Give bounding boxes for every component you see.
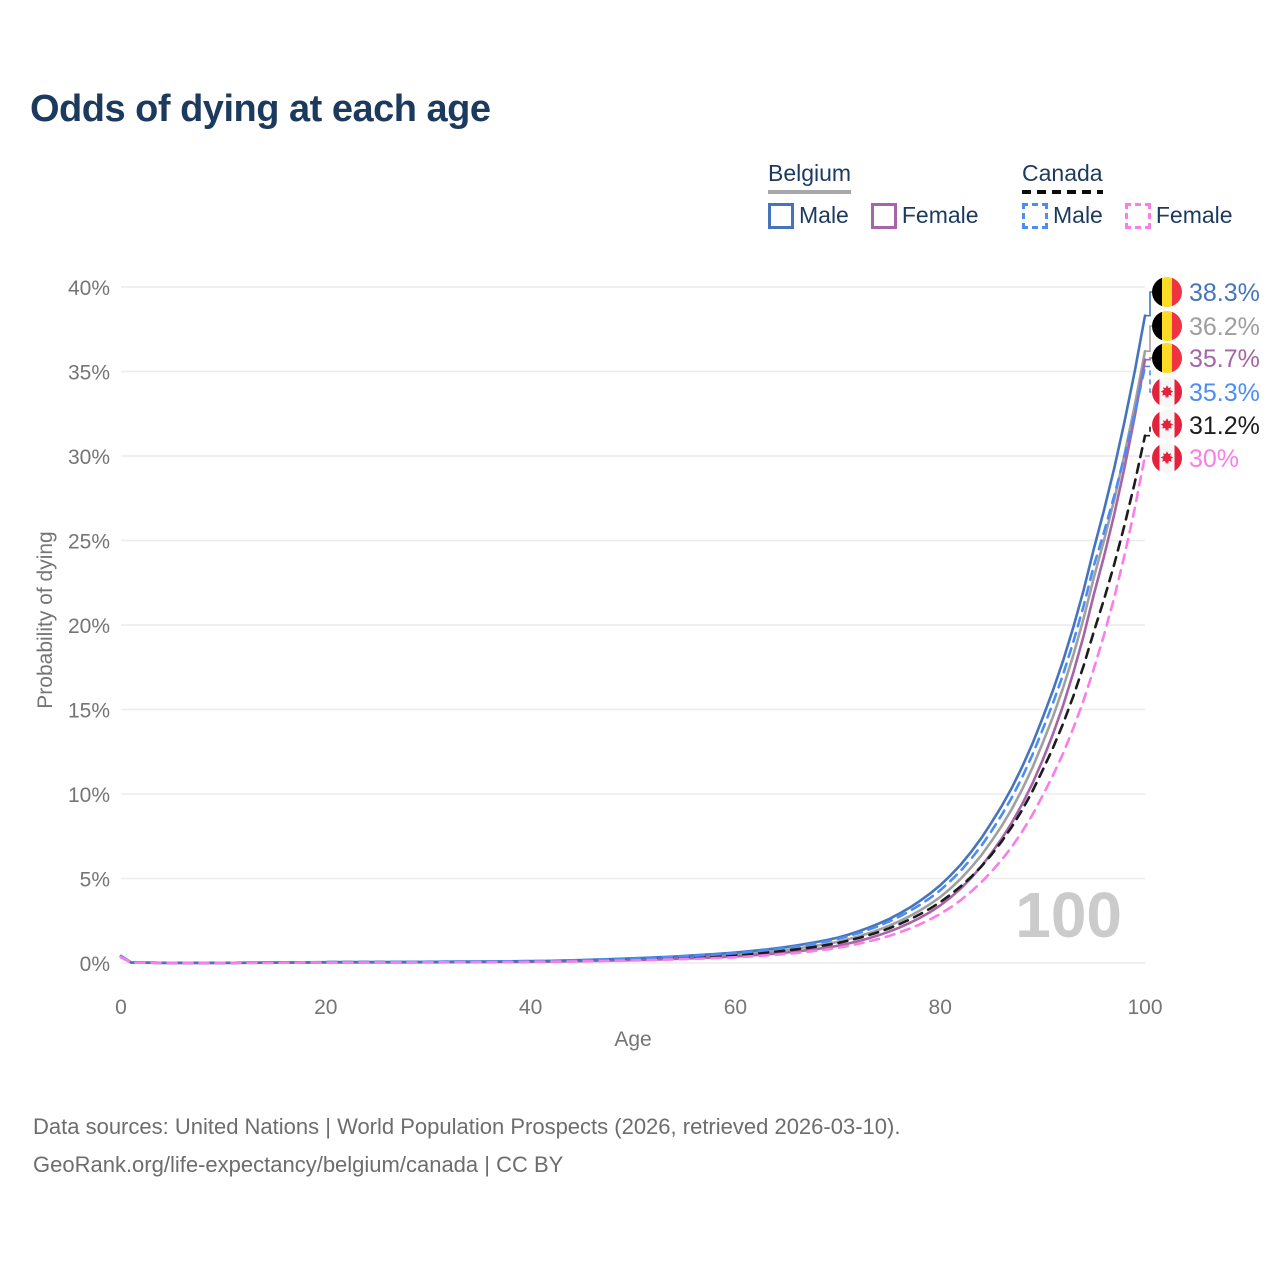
end-value-label: 31.2% bbox=[1189, 412, 1260, 440]
legend-item-canada-female[interactable]: Female bbox=[1124, 202, 1233, 229]
canada-flag-icon bbox=[1152, 377, 1182, 407]
y-tick-label: 20% bbox=[68, 615, 110, 638]
hover-age-watermark: 100 bbox=[1015, 879, 1122, 951]
x-tick-label: 60 bbox=[724, 996, 747, 1019]
end-label-connector bbox=[1145, 424, 1152, 437]
belgium-flag-icon bbox=[1152, 343, 1182, 373]
end-label-connector bbox=[1145, 357, 1152, 361]
belgium-female-swatch-icon bbox=[870, 202, 897, 229]
legend-group-belgium-title: Belgium bbox=[768, 160, 852, 186]
legend-item-label: Male bbox=[799, 202, 849, 228]
y-tick-label: 10% bbox=[68, 784, 110, 807]
legend-group-belgium: Belgium Male Female bbox=[768, 160, 1001, 229]
end-value-label: 35.7% bbox=[1189, 345, 1260, 373]
y-tick-label: 30% bbox=[68, 446, 110, 469]
belgium-flag-icon bbox=[1152, 311, 1182, 341]
series-line-canada-male[interactable] bbox=[119, 365, 1147, 965]
canada-female-swatch-icon bbox=[1124, 202, 1151, 229]
series-line-canada-female[interactable] bbox=[119, 454, 1147, 965]
legend-item-belgium-male[interactable]: Male bbox=[768, 202, 849, 229]
legend-item-label: Female bbox=[901, 202, 979, 228]
y-axis-title: Probability of dying bbox=[34, 531, 57, 709]
canada-male-swatch-icon bbox=[1022, 202, 1048, 229]
footer-attribution: GeoRank.org/life-expectancy/belgium/cana… bbox=[33, 1152, 564, 1177]
end-label-connector bbox=[1145, 325, 1152, 353]
x-tick-label: 100 bbox=[1127, 996, 1162, 1019]
y-tick-label: 15% bbox=[68, 700, 110, 723]
footer-data-sources: Data sources: United Nations | World Pop… bbox=[33, 1114, 901, 1139]
belgium-line-style-sample bbox=[768, 190, 852, 194]
end-value-label: 38.3% bbox=[1189, 279, 1260, 307]
legend-group-belgium-header[interactable]: Belgium bbox=[768, 160, 852, 194]
x-tick-label: 0 bbox=[115, 996, 127, 1019]
y-tick-label: 0% bbox=[80, 953, 110, 976]
maple-leaf-icon bbox=[1160, 451, 1174, 465]
legend-item-label: Female bbox=[1155, 202, 1233, 228]
footer: Data sources: United Nations | World Pop… bbox=[33, 1108, 900, 1184]
y-tick-label: 35% bbox=[68, 362, 110, 385]
belgium-flag-icon bbox=[1152, 277, 1182, 307]
x-axis-title: Age bbox=[614, 1028, 652, 1051]
end-label-connector bbox=[1145, 291, 1152, 317]
maple-leaf-icon bbox=[1160, 385, 1174, 399]
y-tick-label: 25% bbox=[68, 531, 110, 554]
canada-line-style-sample bbox=[1022, 190, 1103, 194]
legend-group-canada: Canada Male Female bbox=[1022, 160, 1255, 229]
legend-item-belgium-female[interactable]: Female bbox=[870, 202, 979, 229]
series-line-belgium-male[interactable] bbox=[119, 314, 1147, 965]
end-label-connector bbox=[1145, 455, 1152, 459]
belgium-male-swatch-icon bbox=[768, 202, 794, 229]
series-line-belgium-female[interactable] bbox=[119, 358, 1147, 965]
legend-group-canada-title: Canada bbox=[1022, 160, 1103, 186]
end-label-connector bbox=[1145, 365, 1152, 393]
x-tick-label: 20 bbox=[314, 996, 337, 1019]
x-tick-label: 40 bbox=[519, 996, 542, 1019]
y-tick-label: 40% bbox=[68, 277, 110, 300]
legend-item-canada-male[interactable]: Male bbox=[1022, 202, 1103, 229]
legend-row-canada: Male Female bbox=[1022, 202, 1255, 229]
end-value-label: 35.3% bbox=[1189, 379, 1260, 407]
canada-flag-icon bbox=[1152, 410, 1182, 440]
legend-item-label: Male bbox=[1053, 202, 1103, 228]
end-value-label: 36.2% bbox=[1189, 313, 1260, 341]
canada-flag-icon bbox=[1152, 443, 1182, 473]
legend-row-belgium: Male Female bbox=[768, 202, 1001, 229]
maple-leaf-icon bbox=[1160, 418, 1174, 432]
series-line-belgium-both[interactable] bbox=[119, 349, 1147, 965]
legend-group-canada-header[interactable]: Canada bbox=[1022, 160, 1103, 194]
y-tick-label: 5% bbox=[80, 869, 110, 892]
page-title: Odds of dying at each age bbox=[30, 88, 491, 130]
x-tick-label: 80 bbox=[929, 996, 952, 1019]
end-value-label: 30% bbox=[1189, 445, 1239, 473]
